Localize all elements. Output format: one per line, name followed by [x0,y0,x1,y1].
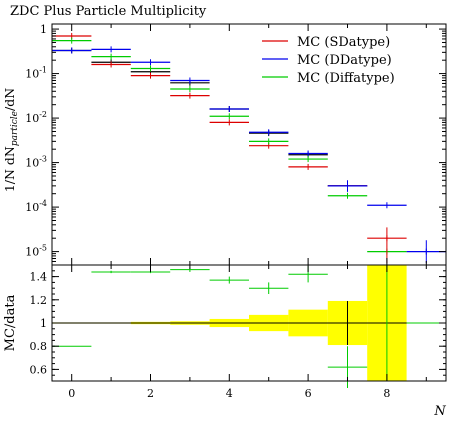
ratio-y-tick-label: 0.6 [30,363,48,376]
ratio-y-tick-label: 1 [40,317,47,330]
x-axis-label: N [433,404,446,419]
x-tick-label: 6 [305,387,312,400]
x-tick-label: 0 [68,387,75,400]
ratio-y-tick-label: 1.2 [30,294,48,307]
x-tick-label: 4 [226,387,233,400]
ratio-y-tick-label: 0.8 [30,340,48,353]
y-axis-label: 1/N dNparticle/dN [2,88,20,192]
chart-title: ZDC Plus Particle Multiplicity [10,4,207,19]
legend-label: MC (SDatype) [297,35,390,50]
legend: MC (SDatype) MC (DDatype) MC (Diffatype) [262,35,395,86]
legend-label: MC (Diffatype) [297,71,395,86]
y-tick-label: 10-2 [25,110,47,125]
y-tick-label: 10-1 [25,66,47,81]
y-tick-label: 10-4 [25,199,47,214]
y-tick-label: 1 [40,23,47,36]
legend-label: MC (DDatype) [297,53,392,68]
x-tick-label: 2 [147,387,154,400]
ratio-y-tick-label: 1.4 [30,271,48,284]
ratio-plot: 0 2 4 6 8 0.6 0.8 1 1.2 1.4 [30,264,447,400]
y-tick-label: 10-5 [25,244,47,259]
y-tick-label: 10-3 [25,155,47,170]
ratio-axis-label: MC/data [3,294,18,351]
x-tick-label: 8 [383,387,390,400]
